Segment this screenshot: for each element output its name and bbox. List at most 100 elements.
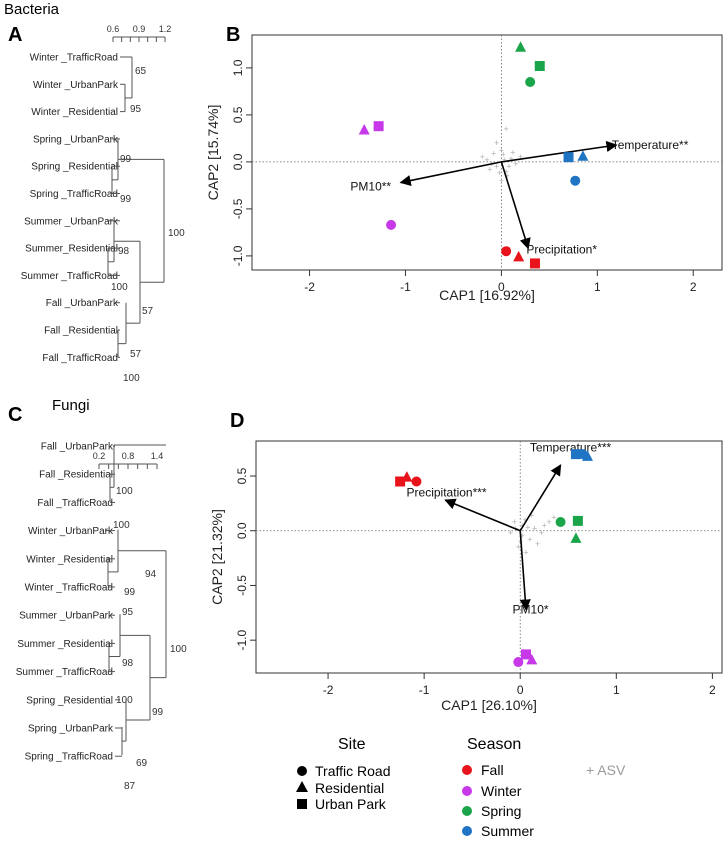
- vector-arrow: [399, 161, 502, 187]
- asv-point: +: [520, 520, 525, 530]
- asv-point: +: [535, 539, 540, 549]
- asv-point: +: [499, 146, 504, 156]
- asv-point: +: [523, 548, 528, 558]
- leaf-label: Fall _UrbanPark: [46, 298, 119, 309]
- panel-label-b: B: [226, 24, 240, 46]
- legend-season-title: Season: [467, 736, 521, 753]
- support-value: 69: [136, 758, 148, 769]
- point-fall-residential: [513, 250, 525, 262]
- plot-frame: [255, 440, 723, 674]
- point-summer-urban-park: [570, 449, 581, 460]
- point-fall-traffic-road: [501, 246, 512, 257]
- group-title-fungi: Fungi: [52, 397, 90, 414]
- asv-point: +: [506, 162, 511, 172]
- vector-label: Precipitation*: [526, 242, 597, 256]
- leaf-label: Spring _TrafficRoad: [30, 189, 118, 200]
- asv-point: +: [491, 148, 496, 158]
- legend-season-marker-fall: [462, 765, 472, 775]
- support-value: 100: [168, 228, 185, 239]
- vector-label: Temperature**: [612, 138, 689, 152]
- point-winter-urban-park: [520, 649, 531, 660]
- legend-season-marker-summer: [462, 826, 472, 836]
- leaf-label: Fall _Residential: [44, 326, 118, 337]
- leaf-label: Summer _Residential: [17, 639, 113, 650]
- point-fall-urban-park: [395, 476, 406, 487]
- point-spring-traffic-road: [555, 516, 566, 527]
- asv-point: +: [512, 517, 517, 527]
- y-tick-label: -1.0: [235, 630, 249, 651]
- point-winter-traffic-road: [386, 219, 397, 230]
- support-value: 100: [111, 282, 128, 293]
- point-spring-traffic-road: [525, 77, 536, 87]
- point-spring-residential: [515, 41, 527, 52]
- support-value: 100: [123, 373, 140, 384]
- y-tick-label: -0.5: [235, 575, 249, 596]
- legend-season-label-spring: Spring: [481, 803, 521, 819]
- leaf-label: Winter _UrbanPark: [28, 526, 114, 537]
- legend-season-marker-spring: [462, 806, 472, 816]
- support-value: 57: [142, 306, 154, 317]
- point-spring-residential: [570, 532, 582, 543]
- point-summer-residential: [581, 450, 593, 461]
- vector-label: PM10*: [513, 603, 549, 617]
- support-value: 98: [118, 246, 130, 257]
- leaf-label: Spring _UrbanPark: [28, 724, 114, 735]
- support-value: 95: [130, 104, 142, 115]
- panel-label-d: D: [230, 410, 244, 432]
- y-tick-label: 0.5: [235, 467, 249, 484]
- asv-point: +: [551, 513, 556, 523]
- vector-arrow: [500, 161, 531, 250]
- leaf-label: Winter _UrbanPark: [33, 80, 119, 91]
- leaf-label: Fall _TrafficRoad: [42, 353, 118, 364]
- plot-frame: [251, 34, 723, 271]
- vector-arrow: [501, 140, 618, 163]
- asv-point: +: [484, 155, 489, 165]
- legend-site-label-urban-park: Urban Park: [315, 796, 387, 812]
- leaf-label: Spring _UrbanPark: [33, 134, 119, 145]
- x-tick-label: 1: [594, 280, 601, 294]
- asv-point: +: [508, 528, 513, 538]
- y-tick-label: 0.0: [235, 522, 249, 539]
- support-value: 87: [124, 781, 136, 792]
- asv-point: +: [522, 515, 527, 525]
- scale-tick-label: 0.8: [122, 451, 135, 461]
- scale-tick-label: 1.2: [159, 24, 172, 34]
- point-fall-traffic-road: [411, 476, 422, 487]
- asv-point: +: [546, 517, 551, 527]
- leaf-label: Fall _UrbanPark: [41, 442, 114, 453]
- leaf-label: Spring _Residential: [31, 162, 118, 173]
- leaf-label: Winter _TrafficRoad: [25, 583, 113, 594]
- legend-season-label-summer: Summer: [481, 823, 534, 839]
- asv-point: +: [504, 166, 509, 176]
- point-winter-traffic-road: [513, 657, 524, 668]
- x-tick-label: -2: [304, 280, 315, 294]
- x-tick-label: -2: [323, 683, 334, 697]
- support-value: 100: [116, 695, 133, 706]
- support-value: 94: [145, 569, 157, 580]
- asv-point: +: [504, 124, 509, 134]
- legend-season-marker-winter: [462, 786, 472, 796]
- asv-point: +: [525, 522, 530, 532]
- leaf-label: Summer _UrbanPark: [24, 216, 119, 227]
- asv-point: +: [520, 531, 525, 541]
- y-axis-label: CAP2 [15.74%]: [205, 105, 221, 201]
- leaf-label: Winter _Residential: [31, 107, 118, 118]
- group-title-bacteria: Bacteria: [4, 1, 60, 18]
- support-value: 99: [120, 194, 132, 205]
- y-tick-label: 1.0: [231, 59, 245, 76]
- leaf-label: Spring _TrafficRoad: [25, 752, 113, 763]
- leaf-label: Summer _UrbanPark: [19, 611, 114, 622]
- support-value: 100: [116, 486, 133, 497]
- support-value: 100: [113, 520, 130, 531]
- asv-point: +: [527, 534, 532, 544]
- legend-season-label-fall: Fall: [481, 762, 504, 778]
- asv-point: +: [529, 510, 534, 520]
- legend-site-marker-triangle: [296, 781, 308, 792]
- support-value: 100: [170, 644, 187, 655]
- asv-point: +: [532, 524, 537, 534]
- asv-point: +: [502, 155, 507, 165]
- legend-season-label-winter: Winter: [481, 783, 522, 799]
- ordination-plot-bacteria: -2 -1 0 1 2 -1.0 -0.5 0.0 0.5 1.0 CAP1 [16.92%] CAP…: [205, 34, 723, 303]
- leaf-label: Summer_Residential: [25, 244, 118, 255]
- vector-arrow: [444, 498, 521, 532]
